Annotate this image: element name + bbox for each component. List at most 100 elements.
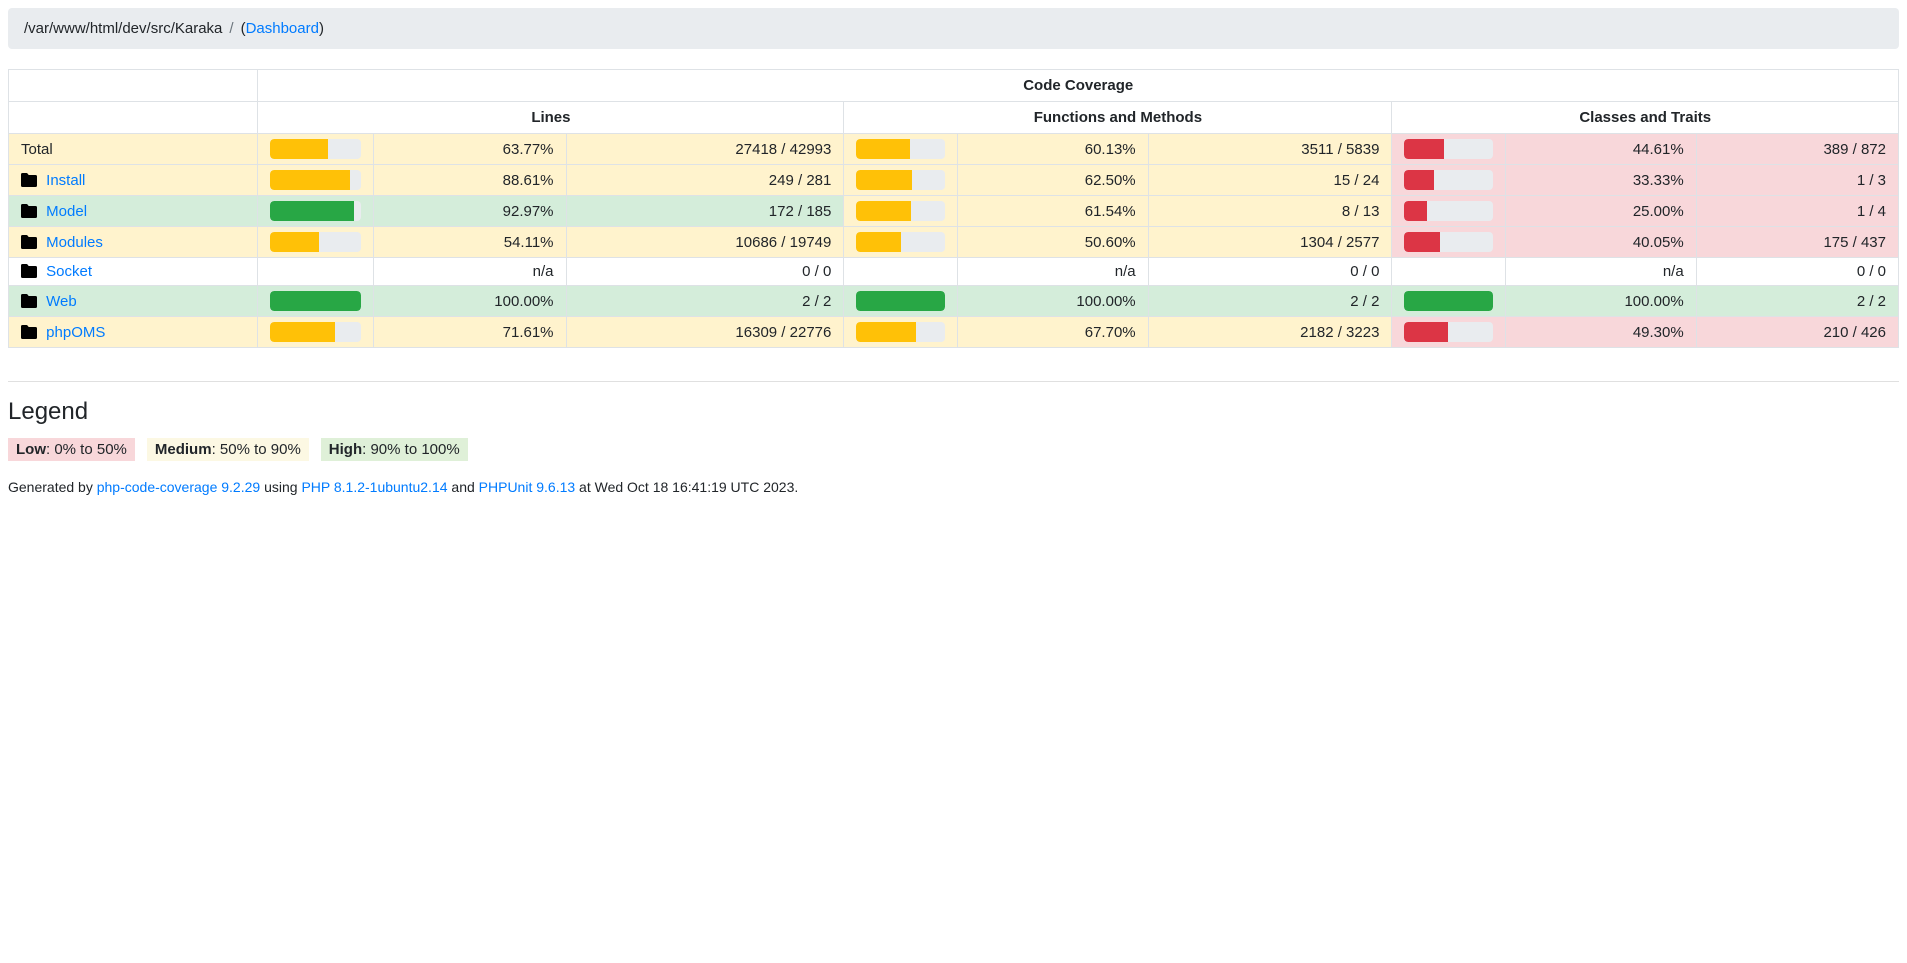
functions-bar-cell — [843, 226, 958, 258]
classes-ratio: 0 / 0 — [1695, 257, 1900, 286]
lines-ratio: 27418 / 42993 — [565, 133, 845, 165]
folder-icon — [21, 324, 37, 339]
lines-ratio: 2 / 2 — [565, 285, 845, 317]
functions-ratio: 15 / 24 — [1147, 164, 1393, 196]
item-link[interactable]: Socket — [46, 263, 93, 280]
classes-percent: 25.00% — [1504, 195, 1697, 227]
classes-percent: 44.61% — [1504, 133, 1697, 165]
classes-ratio: 389 / 872 — [1695, 133, 1900, 165]
functions-ratio: 0 / 0 — [1147, 257, 1393, 286]
functions-bar-cell — [843, 195, 958, 227]
functions-progress-bar — [856, 139, 910, 159]
footer-mid2: and — [447, 479, 479, 495]
lines-ratio: 10686 / 19749 — [565, 226, 845, 258]
classes-percent: 33.33% — [1504, 164, 1697, 196]
lines-bar-cell — [257, 285, 374, 317]
lines-progress-bar — [270, 322, 336, 342]
folder-icon — [21, 234, 37, 249]
classes-progress-bar — [1404, 201, 1427, 221]
footer-prefix: Generated by — [8, 479, 97, 495]
functions-progress-bar — [856, 170, 912, 190]
legend-badge-high: High: 90% to 100% — [320, 438, 468, 461]
functions-progress-track — [856, 232, 945, 252]
lines-percent: 88.61% — [372, 164, 567, 196]
table-row: Web 100.00% 2 / 2 100.00% 2 / 2 100.00% … — [7, 285, 1900, 317]
functions-percent: 60.13% — [956, 133, 1149, 165]
breadcrumb-path: /var/www/html/dev/src/Karaka — [24, 20, 223, 37]
classes-percent: 49.30% — [1504, 316, 1697, 348]
lines-ratio: 16309 / 22776 — [565, 316, 845, 348]
item-label: Total — [21, 140, 53, 158]
lines-progress-track — [270, 201, 361, 221]
lines-percent: 54.11% — [372, 226, 567, 258]
classes-bar-cell — [1391, 195, 1506, 227]
item-name-cell: Model — [7, 195, 259, 227]
legend-badge-low: Low: 0% to 50% — [8, 438, 135, 461]
lines-percent: 63.77% — [372, 133, 567, 165]
corner-cell — [7, 101, 259, 134]
coverage-table: Code Coverage Lines Functions and Method… — [7, 69, 1900, 348]
item-link[interactable]: Modules — [46, 233, 103, 251]
functions-percent: n/a — [956, 257, 1149, 286]
phpunit-link[interactable]: PHPUnit 9.6.13 — [478, 479, 576, 495]
breadcrumb-separator: / — [229, 20, 234, 37]
table-row: Total 63.77% 27418 / 42993 60.13% 3511 /… — [7, 133, 1900, 165]
lines-percent: 71.61% — [372, 316, 567, 348]
php-link[interactable]: PHP 8.1.2-1ubuntu2.14 — [301, 479, 448, 495]
functions-progress-bar — [856, 291, 945, 311]
item-link[interactable]: phpOMS — [46, 323, 106, 341]
lines-progress-bar — [270, 170, 351, 190]
functions-ratio: 2 / 2 — [1147, 285, 1393, 317]
lines-bar-cell — [257, 257, 374, 286]
footer-text: Generated by php-code-coverage 9.2.29 us… — [8, 479, 1899, 495]
breadcrumb-dashboard-link[interactable]: Dashboard — [245, 20, 319, 37]
classes-progress-bar — [1404, 291, 1493, 311]
divider — [8, 381, 1899, 382]
functions-progress-bar — [856, 201, 911, 221]
functions-progress-track — [856, 139, 945, 159]
table-row: Modules 54.11% 10686 / 19749 50.60% 1304… — [7, 226, 1900, 258]
classes-bar-cell — [1391, 257, 1506, 286]
header-classes: Classes and Traits — [1391, 101, 1899, 134]
footer-suffix: at Wed Oct 18 16:41:19 UTC 2023. — [575, 479, 799, 495]
functions-progress-bar — [856, 322, 917, 342]
item-name-cell: Web — [7, 285, 259, 317]
item-name-cell: Total — [7, 133, 259, 165]
corner-cell — [7, 69, 259, 102]
table-row: Install 88.61% 249 / 281 62.50% 15 / 24 … — [7, 164, 1900, 196]
classes-percent: 100.00% — [1504, 285, 1697, 317]
functions-progress-track — [856, 291, 945, 311]
classes-ratio: 175 / 437 — [1695, 226, 1900, 258]
item-link[interactable]: Model — [46, 202, 88, 220]
folder-icon — [21, 264, 37, 278]
functions-progress-track — [856, 322, 945, 342]
legend-row: Low: 0% to 50% Medium: 50% to 90% High: 90… — [8, 438, 1899, 461]
functions-percent: 100.00% — [956, 285, 1149, 317]
classes-progress-track — [1404, 139, 1493, 159]
classes-progress-bar — [1404, 232, 1440, 252]
lines-bar-cell — [257, 226, 374, 258]
functions-percent: 62.50% — [956, 164, 1149, 196]
lines-progress-track — [270, 139, 361, 159]
paren-close: ) — [318, 20, 324, 37]
folder-icon — [21, 293, 37, 308]
lines-percent: 92.97% — [372, 195, 567, 227]
lines-percent: 100.00% — [372, 285, 567, 317]
lines-progress-track — [270, 291, 361, 311]
functions-bar-cell — [843, 164, 958, 196]
classes-progress-bar — [1404, 139, 1444, 159]
functions-percent: 61.54% — [956, 195, 1149, 227]
functions-ratio: 8 / 13 — [1147, 195, 1393, 227]
functions-progress-track — [856, 170, 945, 190]
generator-link[interactable]: php-code-coverage 9.2.29 — [96, 479, 261, 495]
lines-bar-cell — [257, 133, 374, 165]
classes-bar-cell — [1391, 226, 1506, 258]
section-header-row: Lines Functions and Methods Classes and … — [7, 101, 1899, 134]
item-link[interactable]: Install — [46, 171, 86, 189]
classes-progress-track — [1404, 201, 1493, 221]
lines-ratio: 172 / 185 — [565, 195, 845, 227]
classes-ratio: 1 / 4 — [1695, 195, 1900, 227]
item-link[interactable]: Web — [46, 292, 77, 310]
item-name-cell: Socket — [7, 257, 259, 286]
classes-percent: 40.05% — [1504, 226, 1697, 258]
